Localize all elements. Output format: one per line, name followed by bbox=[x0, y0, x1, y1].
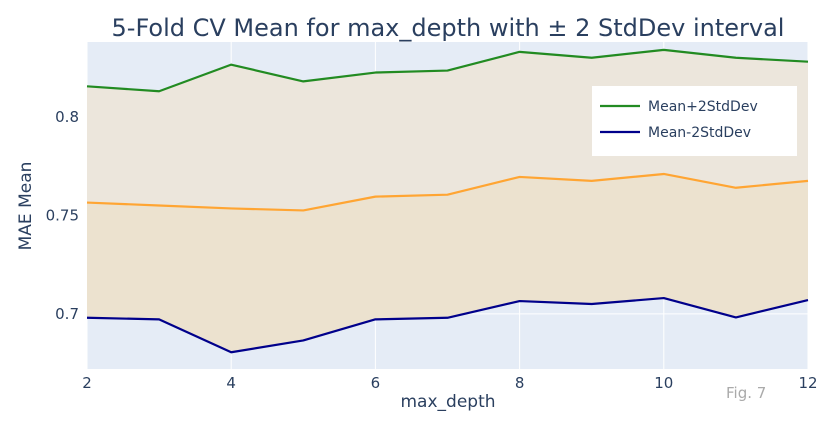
y-tick-label: 0.75 bbox=[46, 206, 79, 224]
y-axis-title: MAE Mean bbox=[16, 162, 36, 251]
x-tick-label: 8 bbox=[515, 374, 525, 392]
x-tick-label: 12 bbox=[798, 374, 817, 392]
chart-title: 5-Fold CV Mean for max_depth with ± 2 St… bbox=[112, 14, 785, 42]
x-tick-label: 6 bbox=[371, 374, 381, 392]
x-tick-label: 10 bbox=[654, 374, 673, 392]
upper-bound-line[interactable] bbox=[86, 48, 809, 93]
x-tick-label: 4 bbox=[226, 374, 236, 392]
series-lines[interactable] bbox=[86, 48, 809, 354]
x-axis-title: max_depth bbox=[400, 392, 495, 412]
mean-line[interactable] bbox=[86, 172, 809, 212]
legend-label: Mean+2StdDev bbox=[648, 99, 758, 115]
legend[interactable]: Mean+2StdDev Mean-2StdDev bbox=[592, 86, 797, 156]
lower-interval-fill bbox=[87, 173, 808, 353]
y-axis-ticks: 0.7 0.75 0.8 bbox=[46, 108, 79, 323]
x-tick-label: 2 bbox=[82, 374, 92, 392]
y-tick-label: 0.8 bbox=[55, 108, 79, 126]
legend-items: Mean+2StdDev Mean-2StdDev bbox=[600, 99, 758, 141]
x-axis-ticks: 2 4 6 8 10 12 bbox=[82, 374, 817, 392]
legend-box bbox=[592, 86, 797, 156]
legend-label: Mean-2StdDev bbox=[648, 125, 751, 141]
figure-annotation: Fig. 7 bbox=[726, 384, 766, 402]
lower-bound-line[interactable] bbox=[86, 296, 809, 354]
y-tick-label: 0.7 bbox=[55, 305, 79, 323]
